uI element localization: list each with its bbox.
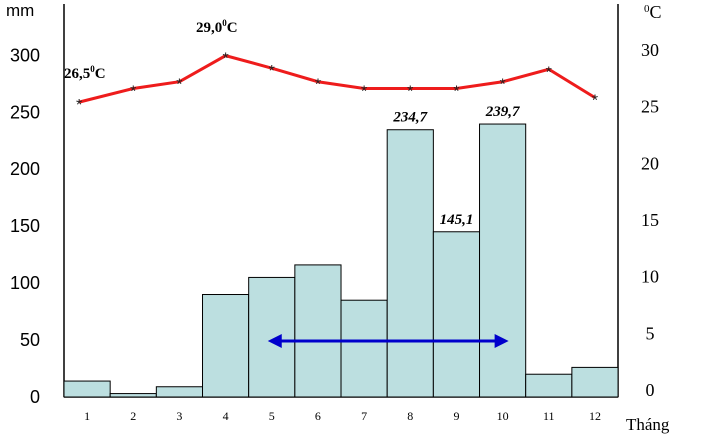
rainfall-bar xyxy=(202,294,250,398)
rainfall-value-label: 145,1 xyxy=(440,212,474,228)
left-tick-label: 300 xyxy=(10,45,40,65)
temperature-marker: * xyxy=(407,84,413,101)
arrow-head-right xyxy=(494,334,509,348)
x-tick-label: 4 xyxy=(223,409,229,423)
left-tick-label: 0 xyxy=(30,387,40,407)
annotation-value: 29,0 xyxy=(196,20,222,36)
left-tick-label: 150 xyxy=(10,216,40,236)
rainfall-value-label: 239,7 xyxy=(485,104,520,120)
rainfall-bars xyxy=(63,123,619,398)
temperature-line: * * * * * * * * * * * * xyxy=(76,51,598,114)
arrow-head-left xyxy=(267,334,282,348)
right-axis-unit-letter: C xyxy=(650,2,662,22)
x-tick-label: 2 xyxy=(130,409,136,423)
right-axis-unit-degree: 0 xyxy=(644,3,650,15)
rainfall-bar xyxy=(386,129,434,398)
right-tick-label: 20 xyxy=(641,153,659,173)
rainfall-bar xyxy=(571,366,619,398)
x-tick-label: 3 xyxy=(176,409,182,423)
x-axis-label: Tháng xyxy=(626,415,670,434)
rainfall-bar xyxy=(109,393,157,398)
temperature-marker: * xyxy=(361,84,367,101)
x-tick-label: 7 xyxy=(361,409,367,423)
rainy-season-arrow xyxy=(267,334,509,348)
temperature-marker: * xyxy=(176,77,182,94)
rainfall-bar xyxy=(432,231,481,398)
rainfall-bar xyxy=(525,373,573,398)
rainfall-bar xyxy=(63,380,111,398)
right-tick-label: 30 xyxy=(641,40,659,60)
right-tick-label: 5 xyxy=(646,323,655,343)
left-tick-label: 250 xyxy=(10,102,40,122)
right-tick-labels: 0 5 10 15 20 25 30 xyxy=(641,40,659,400)
left-axis-unit: mm xyxy=(6,1,34,20)
rainfall-bar xyxy=(479,123,527,398)
x-tick-label: 6 xyxy=(315,409,321,423)
x-tick-label: 12 xyxy=(589,409,601,423)
x-tick-label: 10 xyxy=(497,409,509,423)
left-tick-label: 100 xyxy=(10,273,40,293)
annotation-degree: 0 xyxy=(222,18,227,28)
temperature-marker: * xyxy=(453,84,459,101)
annotation-value: 26,5 xyxy=(64,66,90,82)
left-tick-label: 50 xyxy=(20,330,40,350)
annotation-degree: 0 xyxy=(90,64,95,74)
temperature-annotation: 26,50C xyxy=(64,64,106,82)
left-tick-labels: 0 50 100 150 200 250 300 xyxy=(10,45,40,407)
temperature-polyline xyxy=(78,54,596,104)
annotation-unit: C xyxy=(95,66,106,82)
rainfall-value-label: 234,7 xyxy=(392,110,427,126)
temperature-marker: * xyxy=(592,93,598,110)
x-tick-label: 9 xyxy=(453,409,459,423)
rainfall-bar xyxy=(155,386,204,398)
temperature-marker: * xyxy=(76,97,82,114)
right-tick-label: 0 xyxy=(646,380,655,400)
x-tick-label: 8 xyxy=(407,409,413,423)
rainfall-bar xyxy=(340,299,388,398)
annotation-unit: C xyxy=(227,20,238,36)
temperature-marker: * xyxy=(315,77,321,94)
x-tick-label: 5 xyxy=(269,409,275,423)
temperature-marker: * xyxy=(546,64,552,81)
rainfall-bar xyxy=(248,276,296,398)
temperature-marker: * xyxy=(130,84,136,101)
left-tick-label: 200 xyxy=(10,159,40,179)
right-axis-unit: 0C xyxy=(644,2,662,22)
temperature-marker: * xyxy=(222,51,228,68)
rainfall-value-labels: 234,7 145,1 239,7 xyxy=(392,104,520,228)
temperature-marker: * xyxy=(269,63,275,80)
x-tick-label: 11 xyxy=(543,409,555,423)
right-tick-label: 25 xyxy=(641,97,659,117)
right-tick-label: 15 xyxy=(641,210,659,230)
temperature-annotation: 29,00C xyxy=(196,18,238,36)
rainfall-bar xyxy=(294,264,342,398)
temperature-marker: * xyxy=(499,77,505,94)
x-tick-label: 1 xyxy=(84,409,90,423)
right-tick-label: 10 xyxy=(641,267,659,287)
x-tick-labels: 1 2 3 4 5 6 7 8 9 10 11 12 xyxy=(84,409,601,423)
